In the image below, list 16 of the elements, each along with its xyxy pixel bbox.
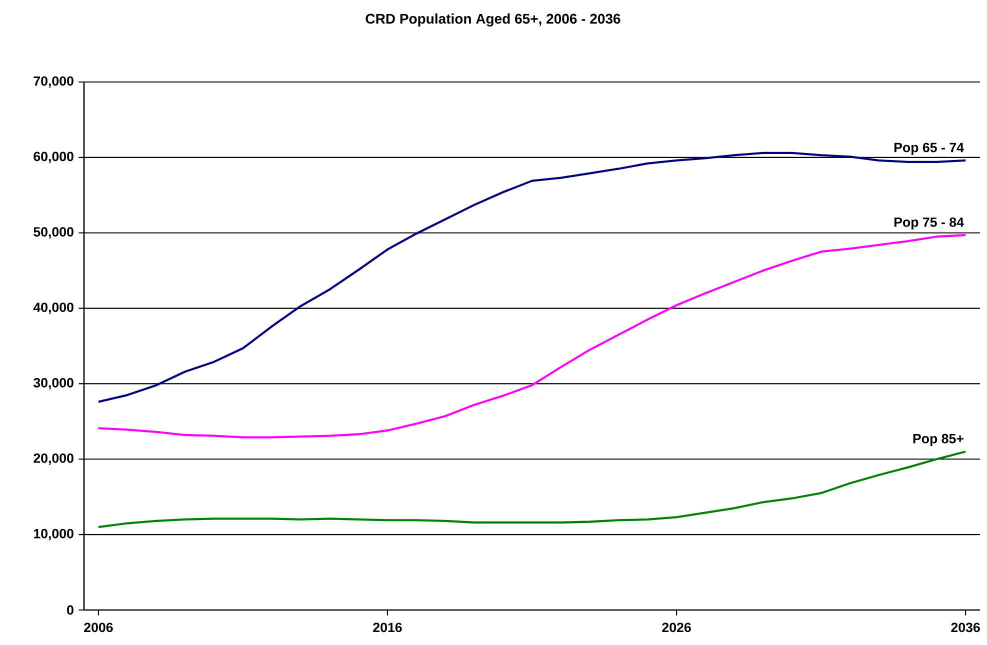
series-label: Pop 75 - 84 [894, 217, 964, 230]
y-tick-label: 0 [67, 605, 74, 615]
y-tick-label: 50,000 [34, 227, 74, 239]
y-tick-label: 20,000 [34, 453, 74, 465]
chart-title: CRD Population Aged 65+, 2006 - 2036 [366, 13, 620, 27]
x-tick-label: 2026 [662, 622, 691, 632]
x-tick-label: 2036 [951, 622, 980, 632]
y-tick-label: 40,000 [33, 302, 74, 314]
x-tick-label: 2006 [84, 622, 113, 632]
y-tick-label: 60,000 [34, 152, 74, 164]
series-label: Pop 85+ [913, 434, 964, 446]
y-tick-label: 70,000 [34, 76, 74, 88]
series-label: Pop 65 - 74 [894, 142, 964, 155]
x-tick-label: 2016 [373, 622, 402, 632]
y-tick-label: 10,000 [34, 528, 74, 540]
y-tick-label: 30,000 [33, 378, 74, 390]
